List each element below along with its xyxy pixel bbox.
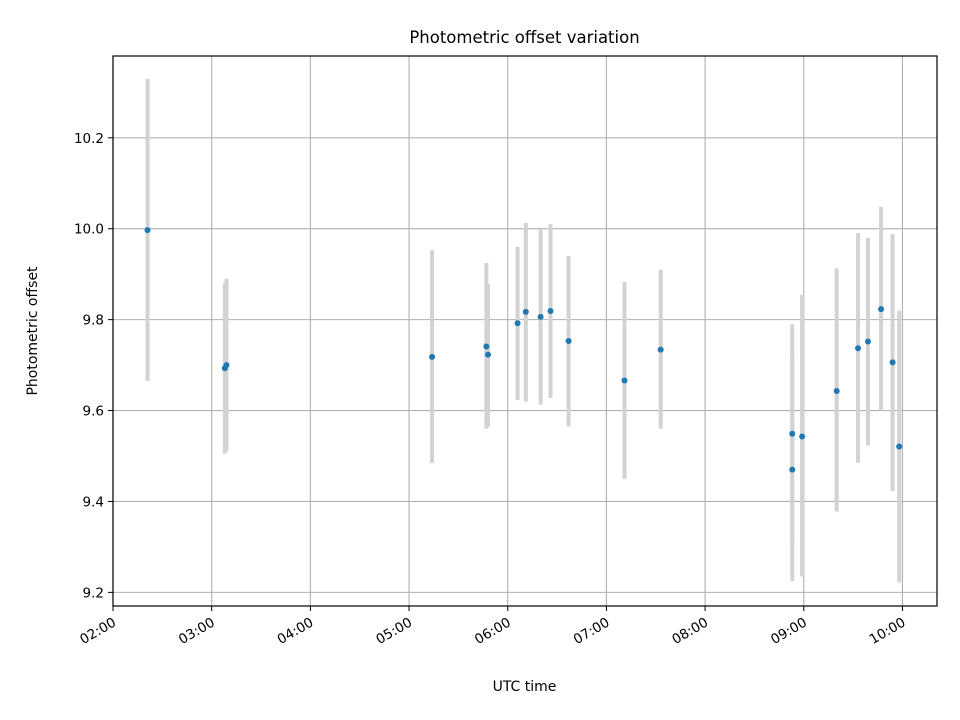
plot-area-frame [112,55,938,607]
x-tick-label: 09:00 [768,615,810,648]
data-point [896,443,903,450]
x-tick-label: 06:00 [472,615,514,648]
data-point [483,343,490,350]
data-point [547,308,554,314]
data-point [864,338,871,345]
data-point [657,346,664,353]
x-tick-label: 08:00 [669,615,711,648]
data-point [855,345,862,352]
data-point [789,466,796,473]
data-point [833,388,840,394]
data-point [889,359,896,366]
data-point [565,338,572,344]
y-tick-label: 9.6 [83,404,104,420]
x-tick-label: 04:00 [275,615,317,648]
data-point [621,377,628,384]
data-point [789,430,796,437]
y-tick-label: 10.0 [74,222,104,238]
data-point [522,308,529,315]
error-bars [145,78,902,583]
y-axis-label: Photometric offset [25,266,41,396]
y-axis-ticks: 9.2 9.4 9.6 9.8 10.0 10.2 [74,131,113,601]
x-axis-label: UTC time [493,679,557,695]
data-point [429,353,436,360]
y-tick-label: 9.2 [83,585,104,601]
x-tick-label: 05:00 [373,615,415,648]
x-tick-label: 10:00 [867,615,909,648]
data-point [799,433,806,440]
y-tick-label: 10.2 [74,131,104,147]
data-points [144,227,903,473]
x-tick-label: 02:00 [77,615,119,648]
y-tick-label: 9.4 [83,494,104,510]
x-axis-ticks: 02:00 03:00 04:00 05:00 06:00 07:00 08:00 09:00… [77,606,908,648]
data-point [514,320,521,327]
data-point [878,306,885,313]
chart-title: Photometric offset variation [409,28,639,47]
data-point [223,362,230,369]
x-tick-label: 07:00 [571,615,613,648]
data-point [484,351,491,358]
data-point [144,227,151,234]
x-tick-label: 03:00 [176,615,218,648]
y-tick-label: 9.8 [83,313,104,329]
data-point [537,313,544,320]
